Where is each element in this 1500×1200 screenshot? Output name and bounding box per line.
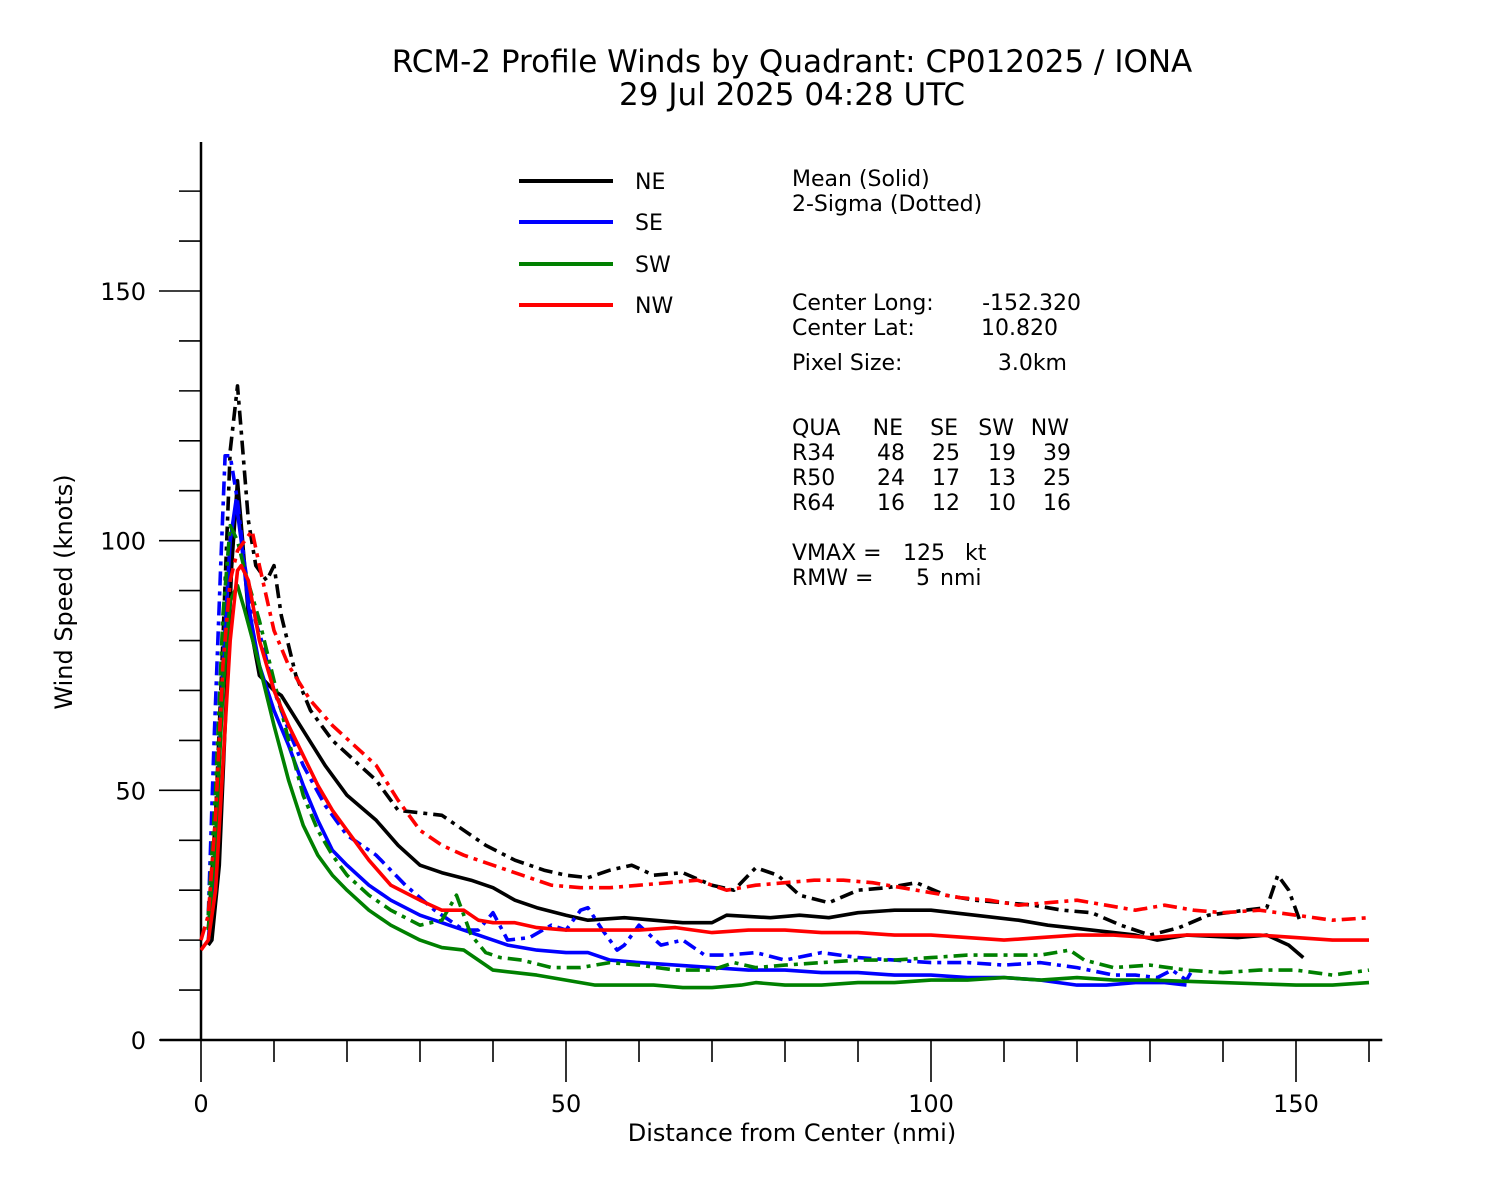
series-se-mean-line bbox=[206, 498, 1187, 987]
y-tick-label: 150 bbox=[100, 278, 146, 306]
center-long-label: Center Long: bbox=[792, 291, 934, 316]
series-nw-mean-line bbox=[199, 563, 1369, 952]
x-tick-labels: 0 50 100 150 bbox=[193, 1090, 1319, 1118]
radii-value: 25 bbox=[932, 441, 960, 466]
rmw-label: RMW = bbox=[792, 566, 873, 591]
series-ne-2sigma-line bbox=[206, 384, 1302, 937]
radii-table: QUA NE SE SW NW R34 48 25 19 39 R50 24 17 13 25 R64 16 12… bbox=[792, 416, 1071, 516]
legend-label-nw: NW bbox=[635, 294, 673, 319]
x-axis-label: Distance from Center (nmi) bbox=[628, 1119, 956, 1147]
x-ticks bbox=[200, 1040, 1370, 1082]
vmax-value: 125 bbox=[903, 541, 945, 566]
radii-value: 13 bbox=[988, 466, 1016, 491]
radii-value: 17 bbox=[932, 466, 960, 491]
series-nw-2sigma-line bbox=[199, 528, 1370, 941]
center-lat-label: Center Lat: bbox=[792, 316, 915, 341]
sigma-style-note: 2-Sigma (Dotted) bbox=[792, 192, 982, 217]
mean-style-note: Mean (Solid) bbox=[792, 167, 930, 192]
y-ticks bbox=[159, 190, 201, 1041]
y-tick-labels: 0 50 100 150 bbox=[100, 278, 146, 1055]
radii-value: 25 bbox=[1043, 466, 1071, 491]
y-axis-label: Wind Speed (knots) bbox=[50, 474, 78, 709]
radii-value: 16 bbox=[1043, 491, 1071, 516]
radii-row-label: R50 bbox=[792, 466, 835, 491]
radii-row-label: R34 bbox=[792, 441, 835, 466]
radii-value: 16 bbox=[877, 491, 905, 516]
radii-value: 39 bbox=[1043, 441, 1071, 466]
chart-subtitle: 29 Jul 2025 04:28 UTC bbox=[619, 77, 965, 113]
legend-label-sw: SW bbox=[635, 253, 671, 278]
x-tick-label: 150 bbox=[1273, 1090, 1319, 1118]
radii-row-label: R64 bbox=[792, 491, 835, 516]
y-tick-label: 0 bbox=[131, 1027, 146, 1055]
info-panel: Mean (Solid) 2-Sigma (Dotted) Center Lon… bbox=[792, 167, 1081, 591]
radii-value: 12 bbox=[932, 491, 960, 516]
series-sw-2sigma-line bbox=[206, 523, 1370, 977]
radii-value: 24 bbox=[877, 466, 905, 491]
x-tick-label: 50 bbox=[551, 1090, 582, 1118]
y-tick-label: 50 bbox=[115, 777, 146, 805]
vmax-unit: kt bbox=[965, 541, 987, 566]
pixel-size-value: 3.0km bbox=[998, 351, 1067, 376]
x-tick-label: 100 bbox=[908, 1090, 954, 1118]
center-long-value: -152.320 bbox=[982, 291, 1081, 316]
chart-title: RCM-2 Profile Winds by Quadrant: CP01202… bbox=[392, 44, 1193, 80]
vmax-label: VMAX = bbox=[792, 541, 882, 566]
radii-header-cell: SE bbox=[930, 416, 958, 441]
radii-value: 19 bbox=[988, 441, 1016, 466]
rmw-unit: nmi bbox=[940, 566, 982, 591]
radii-header-cell: NW bbox=[1031, 416, 1069, 441]
x-tick-label: 0 bbox=[193, 1090, 208, 1118]
rmw-value: 5 bbox=[916, 566, 930, 591]
radii-value: 48 bbox=[877, 441, 905, 466]
axes: 0 50 100 150 0 50 100 150 bbox=[100, 142, 1383, 1118]
y-tick-label: 100 bbox=[100, 528, 146, 556]
series-sw-mean-line bbox=[206, 583, 1370, 990]
series-group bbox=[199, 384, 1370, 990]
legend-label-se: SE bbox=[635, 211, 663, 236]
radii-header-cell: NE bbox=[873, 416, 903, 441]
radii-header-cell: QUA bbox=[792, 416, 840, 441]
radii-header-cell: SW bbox=[978, 416, 1014, 441]
radii-value: 10 bbox=[988, 491, 1016, 516]
legend: NE SE SW NW bbox=[519, 170, 673, 319]
pixel-size-label: Pixel Size: bbox=[792, 351, 902, 376]
center-lat-value: 10.820 bbox=[981, 316, 1058, 341]
legend-label-ne: NE bbox=[635, 170, 665, 195]
